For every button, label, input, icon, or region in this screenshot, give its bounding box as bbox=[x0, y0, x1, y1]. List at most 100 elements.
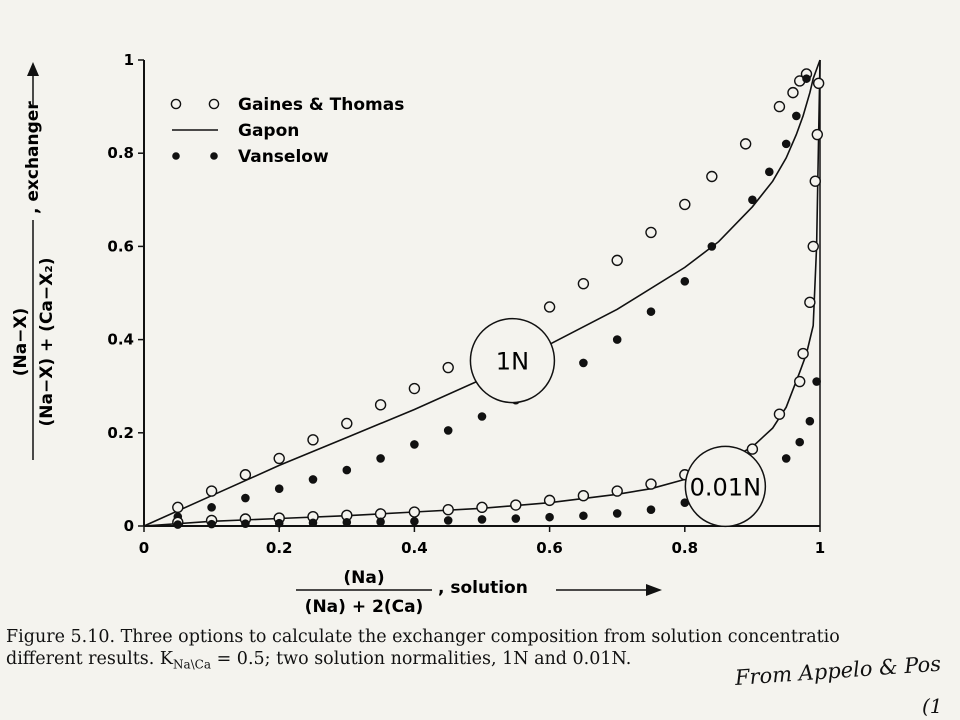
legend-label: Gapon bbox=[238, 121, 299, 141]
point-gaines-thomas bbox=[273, 452, 285, 465]
point-vanselow bbox=[748, 195, 757, 205]
point-vanselow bbox=[477, 412, 487, 421]
point-vanselow bbox=[765, 167, 774, 177]
point-vanselow bbox=[308, 475, 318, 484]
point-gaines-thomas bbox=[807, 240, 819, 253]
series-line-gapon-1N bbox=[143, 59, 821, 527]
point-gaines-thomas bbox=[408, 382, 421, 395]
point-vanselow bbox=[579, 511, 588, 521]
y-tick-label: 0 bbox=[124, 517, 134, 535]
x-tick-label: 0.2 bbox=[266, 539, 293, 557]
point-gaines-thomas bbox=[812, 77, 825, 90]
point-vanselow bbox=[781, 139, 791, 149]
point-vanselow bbox=[805, 416, 815, 426]
point-vanselow bbox=[173, 520, 183, 529]
point-gaines-thomas bbox=[794, 375, 806, 388]
legend-marker-open bbox=[170, 98, 182, 110]
caption-line-2-end: = 0.5; two solution normalities, 1N and … bbox=[211, 649, 632, 669]
point-vanselow bbox=[579, 358, 588, 368]
point-vanselow bbox=[207, 503, 216, 512]
annotation-label: 1N bbox=[496, 348, 529, 376]
point-vanselow bbox=[274, 484, 284, 494]
legend-marker-filled bbox=[172, 152, 180, 160]
point-vanselow bbox=[410, 517, 419, 526]
point-vanselow bbox=[410, 440, 419, 449]
point-vanselow bbox=[477, 515, 487, 524]
point-gaines-thomas bbox=[611, 254, 623, 267]
point-gaines-thomas bbox=[797, 347, 809, 360]
x-tick-label: 0 bbox=[139, 539, 149, 557]
point-gaines-thomas bbox=[645, 478, 657, 490]
point-gaines-thomas bbox=[746, 443, 759, 455]
x-tick-label: 0.4 bbox=[401, 539, 428, 557]
caption-subscript: Na\Ca bbox=[172, 657, 212, 672]
figure-caption: Figure 5.10. Three options to calculate … bbox=[6, 626, 960, 676]
point-vanselow bbox=[443, 426, 453, 435]
point-gaines-thomas bbox=[611, 485, 623, 497]
point-vanselow bbox=[545, 512, 554, 522]
point-gaines-thomas bbox=[679, 198, 691, 211]
point-gaines-thomas bbox=[739, 138, 752, 150]
chart-svg: 0 0.2 0.4 0.6 0.8 1 0 0.2 0.4 0.6 0.8 1 (Na) (Na) + 2… bbox=[11, 51, 825, 617]
y-tick-label: 0.8 bbox=[107, 144, 134, 162]
y-axis-label: (Na−X) (Na−X) + (Ca−X₂) , exchanger bbox=[11, 62, 57, 460]
y-axis-label-suffix: , exchanger bbox=[23, 101, 43, 214]
caption-line-2-start: different results. K bbox=[6, 649, 173, 669]
point-gaines-thomas bbox=[239, 469, 252, 481]
point-gaines-thomas bbox=[205, 485, 218, 497]
caption-line-1: Figure 5.10. Three options to calculate … bbox=[6, 627, 840, 647]
y-axis-label-numerator: (Na−X) bbox=[11, 308, 31, 377]
legend-label: Gaines & Thomas bbox=[238, 95, 404, 115]
annotation-circle bbox=[469, 317, 556, 404]
point-gaines-thomas bbox=[773, 408, 786, 420]
legend-label: Vanselow bbox=[238, 147, 329, 167]
point-vanselow bbox=[241, 519, 250, 528]
y-axis-arrowhead bbox=[27, 62, 39, 76]
point-gaines-thomas bbox=[442, 361, 454, 374]
point-gaines-thomas bbox=[804, 296, 816, 309]
point-gaines-thomas bbox=[773, 100, 786, 113]
point-vanselow bbox=[207, 519, 216, 529]
point-gaines-thomas bbox=[706, 170, 718, 183]
point-vanselow bbox=[781, 454, 791, 463]
point-gaines-thomas bbox=[577, 277, 590, 290]
legend-marker-open bbox=[208, 98, 220, 110]
point-vanselow bbox=[342, 465, 352, 475]
point-vanselow bbox=[274, 518, 284, 528]
point-gaines-thomas bbox=[374, 399, 387, 411]
point-vanselow bbox=[646, 505, 656, 514]
point-vanselow bbox=[376, 517, 385, 527]
x-axis-label-numerator: (Na) bbox=[343, 568, 384, 588]
point-vanselow bbox=[241, 493, 250, 503]
point-gaines-thomas bbox=[307, 434, 319, 446]
point-vanselow bbox=[612, 335, 622, 344]
point-gaines-thomas bbox=[645, 226, 657, 239]
point-vanselow bbox=[707, 242, 717, 251]
point-gaines-thomas bbox=[811, 128, 823, 141]
annotation-circle bbox=[684, 445, 767, 528]
y-tick-label: 0.4 bbox=[107, 331, 134, 349]
point-gaines-thomas bbox=[476, 501, 488, 514]
point-gaines-thomas bbox=[809, 175, 821, 187]
y-tick-label: 0.2 bbox=[107, 424, 134, 442]
point-vanselow bbox=[342, 517, 352, 527]
point-gaines-thomas bbox=[787, 86, 799, 99]
point-gaines-thomas bbox=[172, 501, 184, 514]
x-axis-label-suffix: , solution bbox=[438, 578, 528, 598]
point-vanselow bbox=[795, 437, 805, 447]
point-vanselow bbox=[443, 516, 453, 525]
x-tick-label: 1 bbox=[815, 539, 825, 557]
point-vanselow bbox=[680, 277, 690, 286]
legend-marker-filled bbox=[210, 152, 218, 160]
x-tick-label: 0.6 bbox=[536, 539, 563, 557]
point-gaines-thomas bbox=[442, 503, 454, 516]
point-vanselow bbox=[612, 509, 622, 518]
annotation-label: 0.01N bbox=[690, 473, 761, 501]
point-gaines-thomas bbox=[510, 499, 522, 511]
point-vanselow bbox=[646, 307, 656, 316]
x-axis-label-denominator: (Na) + 2(Ca) bbox=[305, 597, 424, 617]
point-vanselow bbox=[511, 514, 521, 523]
point-vanselow bbox=[308, 518, 318, 528]
point-gaines-thomas bbox=[543, 301, 556, 313]
